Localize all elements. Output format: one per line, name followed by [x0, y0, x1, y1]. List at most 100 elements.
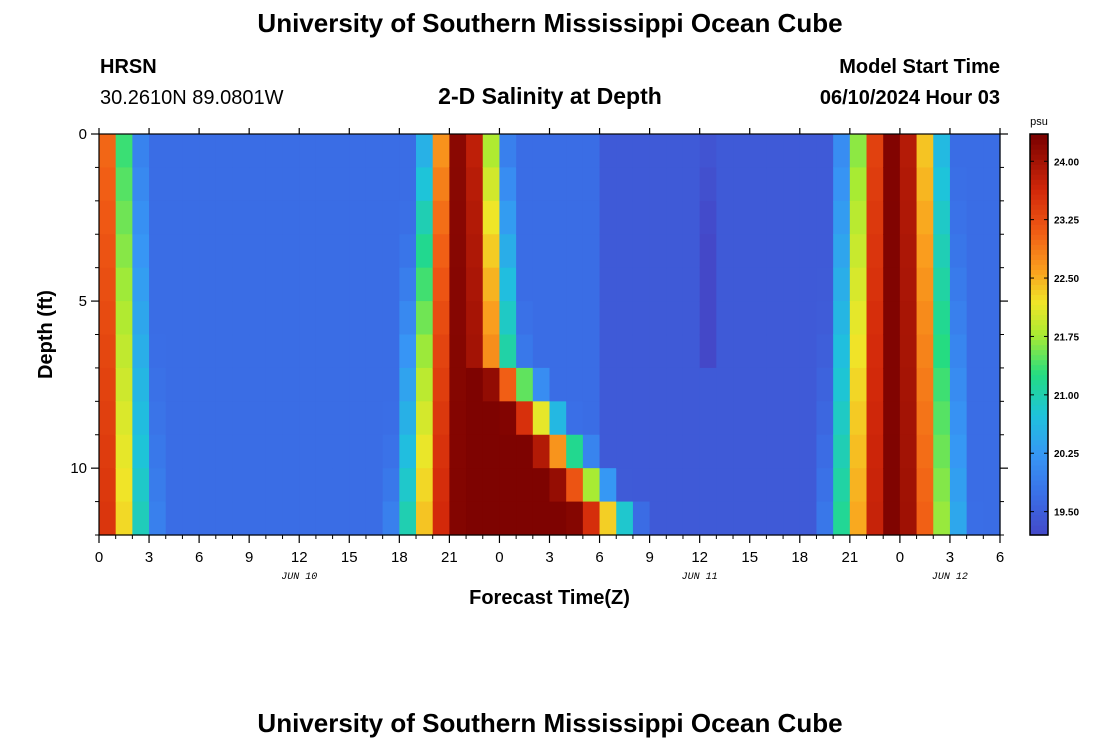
heatmap-cell [649, 167, 667, 202]
heatmap-cell [783, 267, 801, 302]
heatmap-cell [466, 167, 484, 202]
heatmap-cell [866, 200, 884, 235]
heatmap-cell [449, 167, 467, 202]
heatmap-cell [649, 501, 667, 536]
heatmap-cell [733, 501, 751, 536]
heatmap-cell [466, 134, 484, 169]
heatmap-cell [783, 200, 801, 235]
heatmap-cell [132, 267, 150, 302]
heatmap-cell [549, 367, 567, 402]
heatmap-cell [983, 200, 1001, 235]
heatmap-cell [265, 301, 284, 336]
heatmap-cell [232, 334, 250, 369]
heatmap-cell [883, 501, 901, 536]
heatmap-cell [949, 234, 968, 269]
heatmap-cell [516, 167, 534, 202]
heatmap-cell [382, 167, 400, 202]
colorbar-segment [1030, 199, 1048, 205]
heatmap-cell [966, 234, 984, 269]
heatmap-cell [132, 334, 150, 369]
heatmap-cell [349, 234, 367, 269]
heatmap-cell [149, 267, 167, 302]
heatmap-cell [632, 167, 651, 202]
x-tick-label: 0 [495, 549, 503, 566]
colorbar-segment [1030, 369, 1048, 376]
heatmap-cell [983, 401, 1001, 436]
heatmap-cell [499, 167, 517, 202]
heatmap-cell [749, 501, 768, 536]
colorbar-segment [1030, 514, 1048, 521]
colorbar-segment [1030, 379, 1048, 386]
heatmap-cell [532, 468, 551, 503]
heatmap-cell [632, 134, 651, 169]
heatmap-cell [532, 267, 551, 302]
heatmap-cell [416, 334, 434, 369]
x-tick-label: 15 [341, 549, 358, 566]
heatmap-cell [766, 501, 784, 536]
heatmap-cell [849, 468, 868, 503]
heatmap-cell [299, 367, 317, 402]
heatmap-cell [883, 267, 901, 302]
heatmap-cell [332, 200, 350, 235]
heatmap-cell [766, 401, 784, 436]
heatmap-cell [516, 234, 534, 269]
heatmap-cell [466, 334, 484, 369]
heatmap-cell [115, 367, 133, 402]
heatmap-cell [132, 501, 150, 536]
heatmap-cell [899, 468, 918, 503]
heatmap-cell [799, 200, 818, 235]
heatmap-cell [833, 334, 851, 369]
heatmap-cell [616, 167, 634, 202]
heatmap-cell [399, 401, 417, 436]
heatmap-cell [132, 434, 150, 469]
heatmap-cell [416, 267, 434, 302]
heatmap-cell [182, 367, 200, 402]
colorbar-unit: psu [1030, 116, 1048, 128]
heatmap-cell [516, 334, 534, 369]
heatmap-cell [349, 134, 367, 169]
heatmap-cell [883, 367, 901, 402]
heatmap-cell [582, 234, 601, 269]
colorbar-segment [1030, 484, 1048, 491]
heatmap-cell [282, 434, 300, 469]
heatmap-cell [532, 334, 551, 369]
heatmap-cell [866, 134, 884, 169]
heatmap-cell [549, 267, 567, 302]
colorbar-segment [1030, 259, 1048, 265]
day-label: JUN 10 [281, 572, 317, 583]
heatmap-cell [399, 301, 417, 336]
heatmap-cell [883, 200, 901, 235]
heatmap-cell [766, 468, 784, 503]
heatmap-cell [182, 200, 200, 235]
heatmap-cell [783, 167, 801, 202]
heatmap-cell [265, 134, 284, 169]
heatmap-cell [365, 501, 384, 536]
colorbar-segment [1030, 194, 1048, 200]
heatmap-cell [883, 434, 901, 469]
heatmap-cell [566, 200, 584, 235]
heatmap-cell [833, 468, 851, 503]
heatmap-cell [416, 501, 434, 536]
heatmap-cell [132, 367, 150, 402]
colorbar-segment [1030, 314, 1048, 321]
heatmap-cell [199, 468, 217, 503]
heatmap-cell [332, 401, 350, 436]
heatmap-cell [582, 434, 601, 469]
heatmap-cell [966, 468, 984, 503]
heatmap-cell [99, 134, 117, 169]
heatmap-cell [933, 468, 951, 503]
heatmap-cell [632, 367, 651, 402]
heatmap-cell [282, 267, 300, 302]
station-coordinates: 30.2610N 89.0801W [100, 87, 284, 109]
heatmap-cell [232, 501, 250, 536]
heatmap-cell [382, 468, 400, 503]
heatmap-cell [849, 334, 868, 369]
heatmap-cell [232, 234, 250, 269]
heatmap-cell [466, 301, 484, 336]
heatmap-cell [766, 267, 784, 302]
heatmap-cell [132, 167, 150, 202]
heatmap-cell [365, 200, 384, 235]
heatmap-cell [349, 367, 367, 402]
heatmap-cell [799, 401, 818, 436]
heatmap-cell [916, 167, 934, 202]
